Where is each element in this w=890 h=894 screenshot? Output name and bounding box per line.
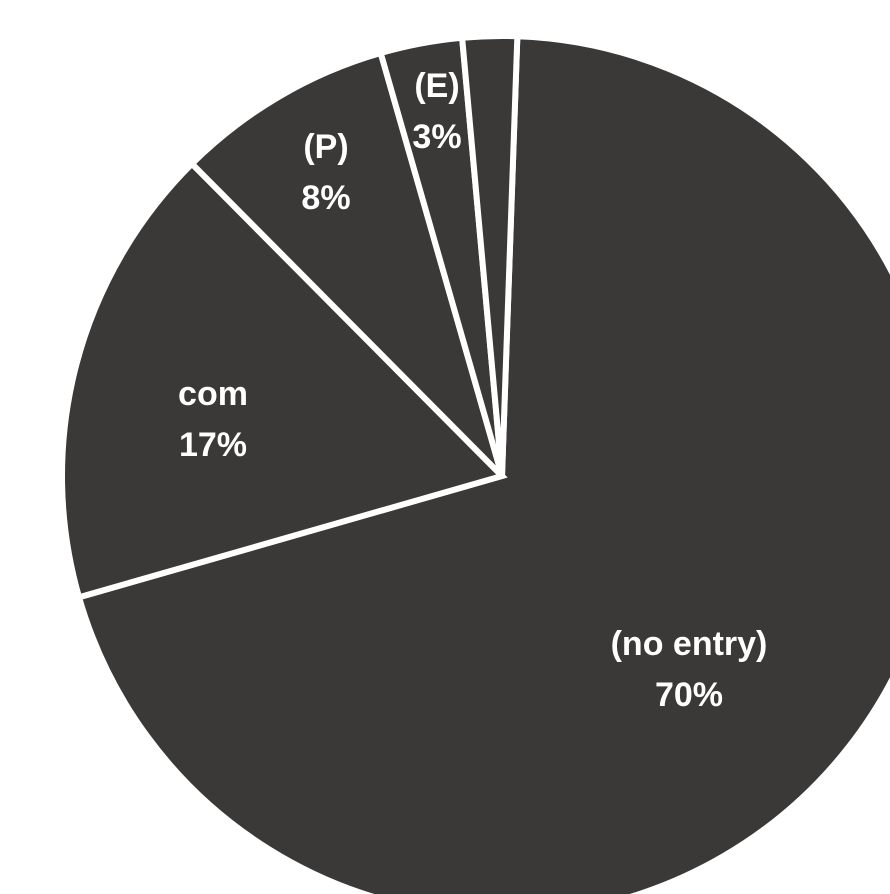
pie-slice-com [59,159,508,601]
slice-category-label: (P) [303,128,348,166]
slice-label-com: com 17% [178,375,248,464]
slice-label-p: (P) 8% [301,128,350,217]
pie-labels: (no entry) 70% com 17% (P) 8% (E) 3% [178,67,767,714]
pie-slice-p [187,49,505,479]
pie-slice-other [458,33,521,477]
slice-label-no-entry: (no entry) 70% [611,625,768,714]
slice-value-label: 70% [655,676,723,714]
slice-category-label: com [178,375,248,413]
slice-category-label: (E) [414,67,459,105]
slice-value-label: 17% [179,426,247,464]
pie-slices [59,33,890,894]
slice-value-label: 8% [301,179,350,217]
slice-label-e: (E) 3% [412,67,461,156]
slice-value-label: 3% [412,118,461,156]
slice-category-label: (no entry) [611,625,768,663]
pie-slice-no-entry [75,33,890,894]
